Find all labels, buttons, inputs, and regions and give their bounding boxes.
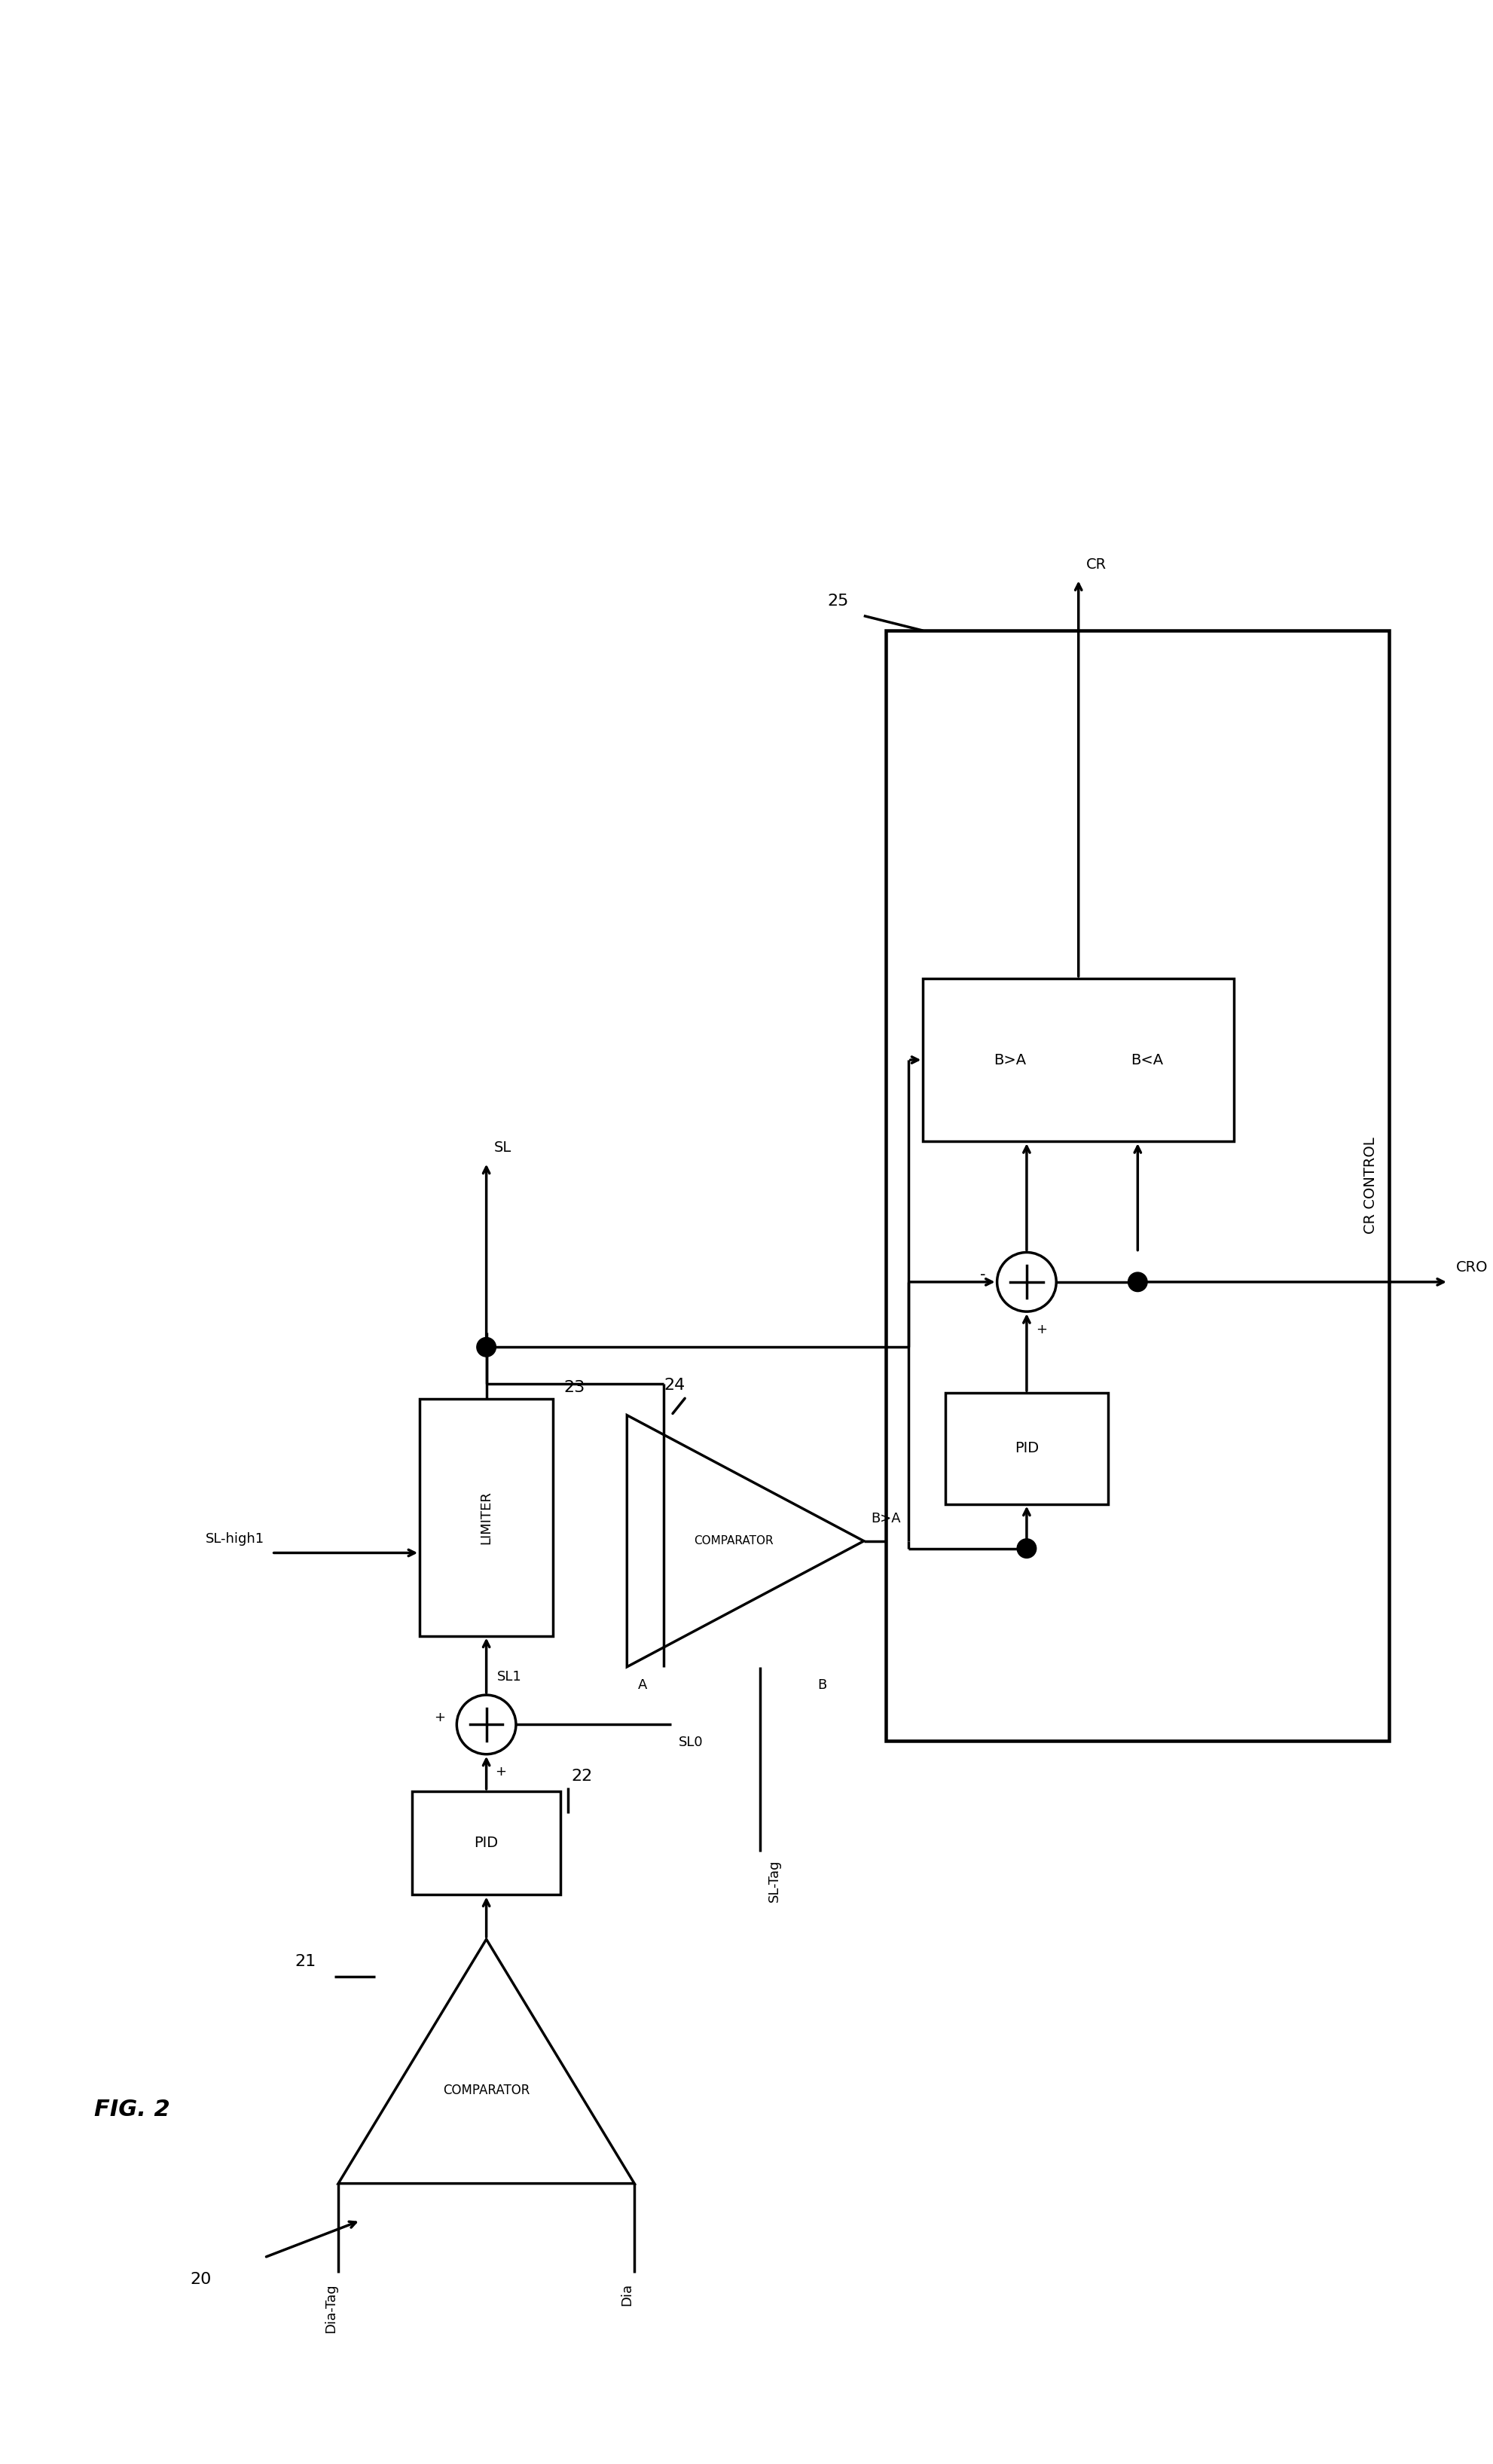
Text: PID: PID	[1015, 1441, 1039, 1456]
Text: B>A: B>A	[994, 1052, 1026, 1067]
Text: COMPARATOR: COMPARATOR	[443, 2085, 530, 2097]
Text: SL1: SL1	[497, 1671, 523, 1683]
Text: COMPARATOR: COMPARATOR	[694, 1535, 773, 1547]
Text: CR: CR	[1085, 557, 1106, 572]
Text: B: B	[818, 1678, 827, 1690]
Text: SL0: SL0	[679, 1735, 703, 1749]
Text: SL-Tag: SL-Tag	[767, 1860, 781, 1902]
Text: CR CONTROL: CR CONTROL	[1363, 1138, 1378, 1234]
Text: SL-high1: SL-high1	[206, 1533, 264, 1545]
Text: CRO: CRO	[1456, 1259, 1489, 1274]
Bar	[412, 1791, 560, 1895]
Text: +: +	[434, 1710, 445, 1725]
Text: 22: 22	[572, 1769, 593, 1784]
Circle shape	[1129, 1271, 1147, 1291]
Text: +: +	[496, 1764, 506, 1779]
Text: 21: 21	[294, 1954, 317, 1969]
Text: Dia: Dia	[620, 2284, 633, 2306]
Text: LIMITER: LIMITER	[479, 1491, 493, 1545]
Circle shape	[1017, 1540, 1036, 1557]
Text: FIG. 2: FIG. 2	[94, 2099, 170, 2122]
Text: B<A: B<A	[1130, 1052, 1163, 1067]
Text: 24: 24	[664, 1377, 685, 1392]
Text: Dia-Tag: Dia-Tag	[324, 2284, 337, 2333]
Text: +: +	[1036, 1323, 1047, 1335]
Bar	[420, 1400, 552, 1636]
Bar	[885, 631, 1390, 1742]
Bar	[945, 1392, 1108, 1503]
Text: 23: 23	[564, 1380, 585, 1395]
Circle shape	[476, 1338, 496, 1358]
Text: PID: PID	[475, 1836, 499, 1850]
Text: B>A: B>A	[872, 1513, 902, 1525]
Text: 20: 20	[190, 2272, 212, 2287]
Text: -: -	[981, 1266, 985, 1281]
Text: A: A	[638, 1678, 648, 1690]
Text: SL: SL	[494, 1141, 511, 1156]
Text: 25: 25	[827, 594, 850, 609]
Bar	[923, 978, 1233, 1141]
